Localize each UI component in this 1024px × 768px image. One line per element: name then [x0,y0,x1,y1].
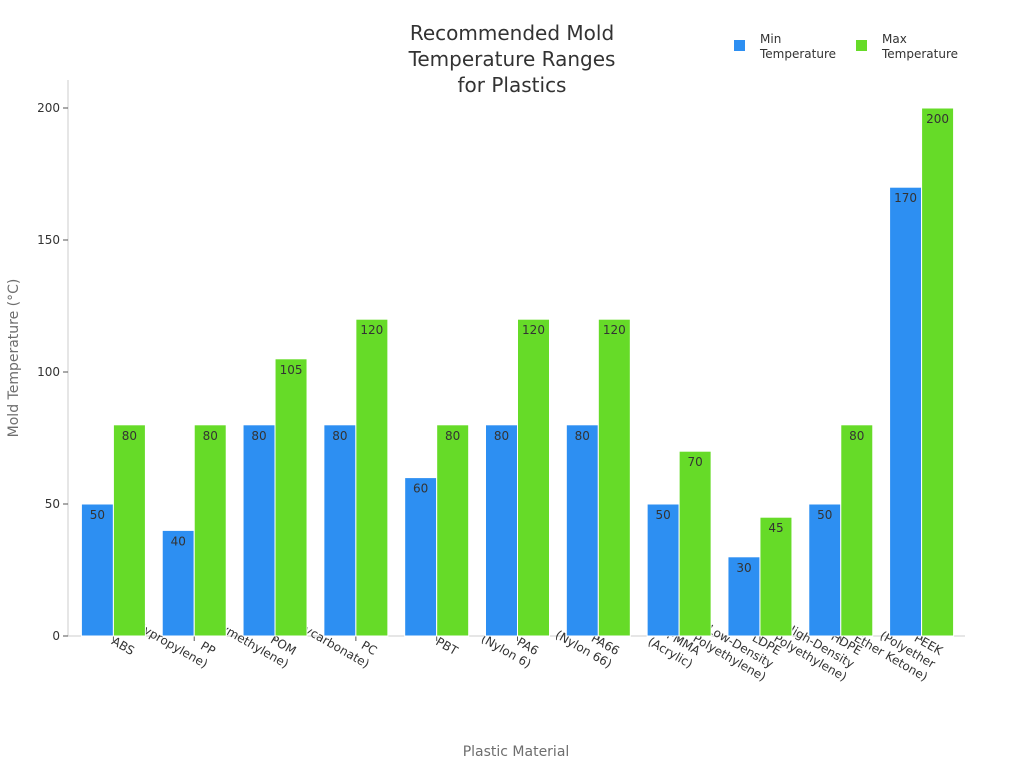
bar-min-temperature [80,503,114,637]
bar-max-temperature [355,318,389,637]
bar-max-temperature [759,516,793,637]
data-label: 80 [494,429,509,443]
data-label: 80 [122,429,137,443]
y-tick-label: 0 [52,629,60,643]
bar-min-temperature [404,477,438,637]
data-label: 70 [687,455,702,469]
legend-label-min: Min Temperature [759,32,836,61]
chart-title-line: Recommended Mold [410,21,614,45]
y-axis-label: Mold Temperature (°C) [6,279,22,438]
bar-min-temperature [889,186,923,637]
bar-max-temperature [921,107,955,637]
bar-min-temperature [565,424,599,637]
svg-text:PBT: PBT [433,635,460,659]
bar-min-temperature [161,529,195,637]
data-label: 30 [736,561,751,575]
data-label: 40 [171,534,186,548]
bar-max-temperature [193,424,227,637]
bar-min-temperature [242,424,276,637]
legend-swatch-max [856,40,867,51]
bar-max-temperature [436,424,470,637]
legend: Min Temperature Max Temperature [734,32,958,61]
data-label: 80 [332,429,347,443]
bar-max-temperature [517,318,550,637]
data-label: 60 [413,482,428,496]
data-label: 45 [768,521,783,535]
y-tick-label: 50 [45,497,60,511]
svg-text:ABS: ABS [109,634,137,658]
y-tick-label: 100 [37,365,60,379]
bar-min-temperature [646,503,680,637]
chart-title-line: Temperature Ranges [408,47,616,71]
bar-max-temperature [840,424,874,637]
data-label: 170 [894,191,917,205]
data-label: 105 [280,363,303,377]
y-axis: 0 50 100 150 200 [37,80,69,643]
data-label: 80 [203,429,218,443]
bar-max-temperature [274,358,308,637]
data-label: 50 [90,508,105,522]
x-tick-label: PBT [433,635,460,659]
legend-swatch-min [734,40,745,51]
bar-min-temperature [808,503,842,637]
bar-min-temperature [727,556,761,637]
chart-title: Recommended Mold Temperature Ranges for Pl… [408,21,616,97]
bar-min-temperature [485,424,518,637]
data-label: 200 [926,112,949,126]
x-tick-label: ABS [109,634,137,658]
data-label: 50 [655,508,670,522]
y-tick-label: 150 [37,233,60,247]
data-label: 120 [522,323,545,337]
bars [80,107,955,637]
data-label: 80 [445,429,460,443]
bar-max-temperature [597,318,631,637]
bar-max-temperature [678,450,712,637]
data-label: 80 [575,429,590,443]
bar-max-temperature [112,424,146,637]
data-label: 120 [603,323,626,337]
data-label: 50 [817,508,832,522]
data-label: 80 [849,429,864,443]
data-label: 120 [360,323,383,337]
bar-min-temperature [323,424,357,637]
data-label: 80 [251,429,266,443]
data-labels: 50 80 40 80 80 105 80 120 60 80 80 120 80 120 50 70 30 45… [90,112,949,575]
legend-label-max: Max Temperature [881,32,958,61]
x-axis-label: Plastic Material [463,744,570,760]
y-tick-label: 200 [37,101,60,115]
chart-title-line: for Plastics [458,73,567,97]
